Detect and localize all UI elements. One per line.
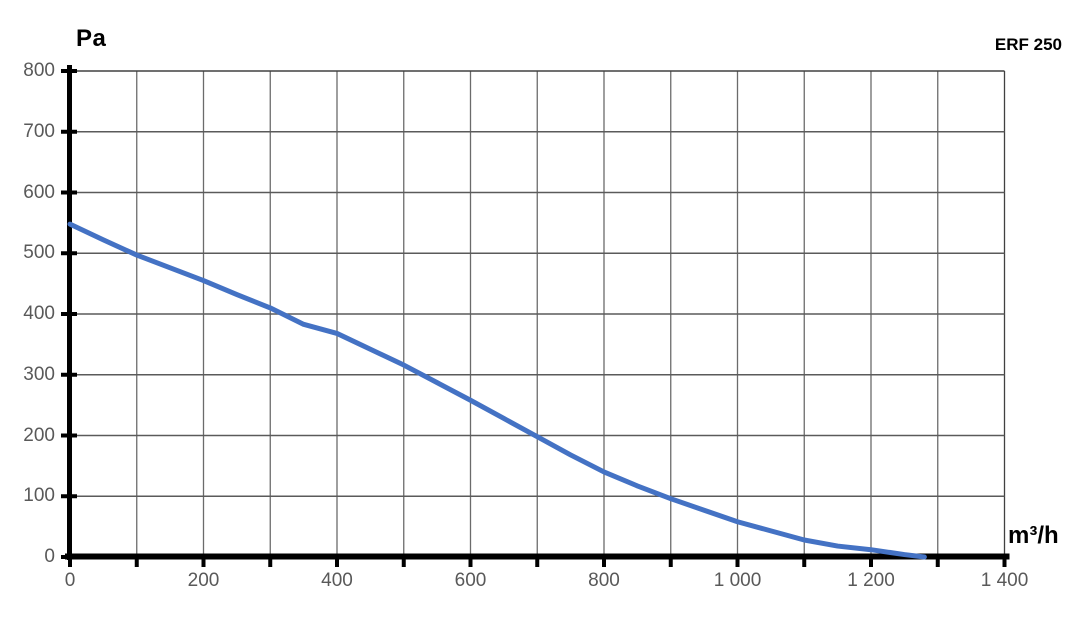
pressure-curve	[67, 221, 927, 560]
y-tick-label: 200	[23, 424, 55, 446]
y-tick-label: 800	[23, 60, 55, 81]
x-tick-label: 1 200	[847, 570, 895, 591]
x-tick-label: 1 400	[980, 570, 1029, 591]
y-tick-label: 0	[44, 546, 55, 567]
y-axis-unit-label: Pa	[76, 25, 107, 52]
x-axis-unit-label: m³/h	[1008, 522, 1059, 549]
x-tick-label: 800	[588, 570, 620, 591]
x-tick-label: 400	[321, 570, 353, 591]
y-tick-label: 700	[23, 120, 55, 142]
y-tick-label: 600	[23, 181, 55, 203]
x-tick-label: 0	[64, 570, 76, 591]
y-tick-label: 100	[23, 485, 55, 507]
x-tick-label: 1 000	[713, 570, 762, 591]
x-tick-label: 200	[187, 570, 220, 591]
y-tick-label: 400	[23, 303, 55, 324]
y-tick-label: 300	[23, 363, 55, 385]
x-tick-label: 600	[454, 570, 487, 591]
chart-title: ERF 250	[994, 35, 1062, 54]
y-tick-label: 500	[23, 242, 55, 264]
